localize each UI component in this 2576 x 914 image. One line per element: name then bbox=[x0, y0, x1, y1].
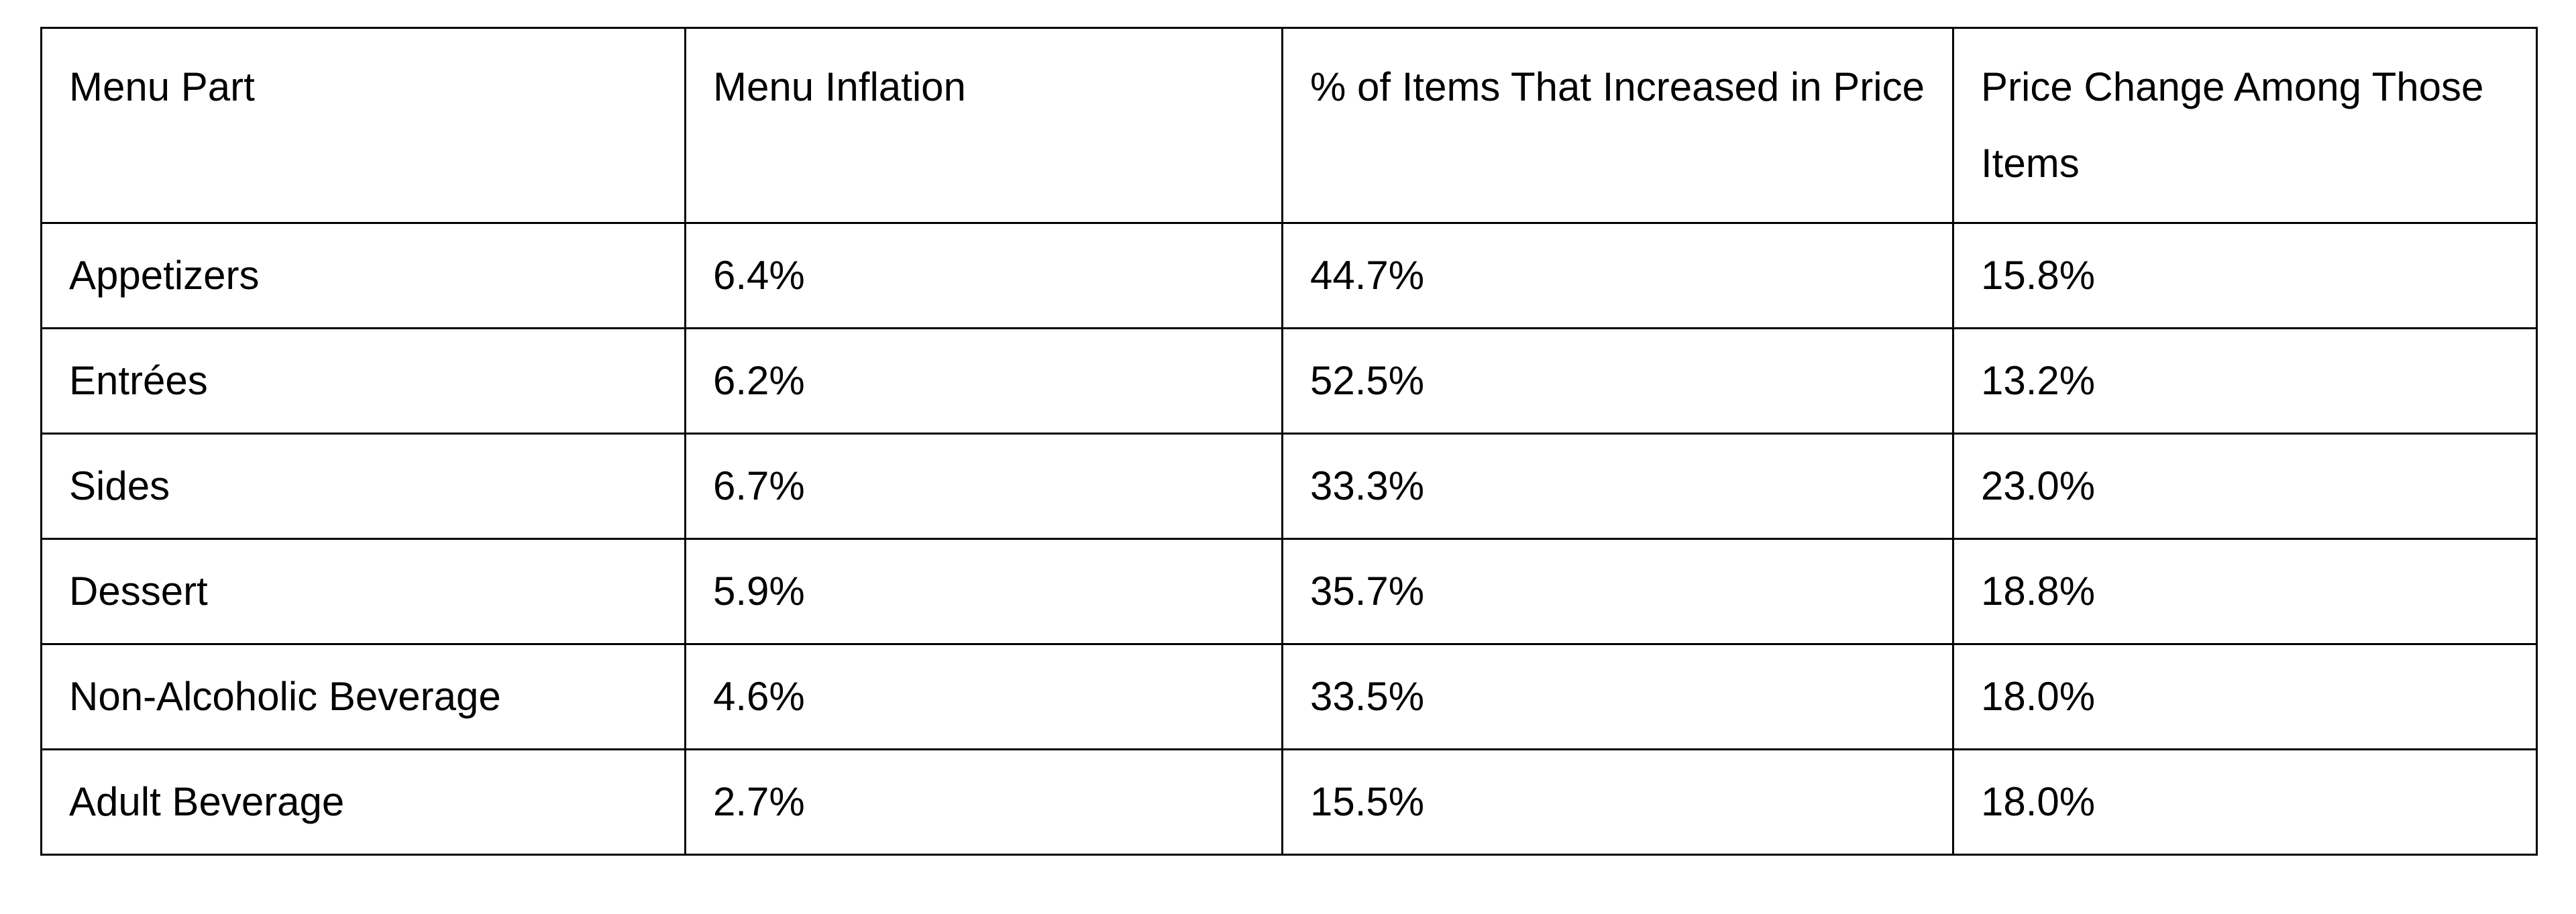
cell-menu-inflation: 6.7% bbox=[686, 434, 1283, 539]
cell-pct-increased: 35.7% bbox=[1283, 539, 1953, 644]
cell-price-change: 18.8% bbox=[1953, 539, 2537, 644]
table-header-row: Menu Part Menu Inflation % of Items That… bbox=[42, 28, 2537, 223]
cell-pct-increased: 52.5% bbox=[1283, 329, 1953, 434]
cell-menu-inflation: 6.2% bbox=[686, 329, 1283, 434]
col-header-pct-increased: % of Items That Increased in Price bbox=[1283, 28, 1953, 223]
cell-menu-part: Adult Beverage bbox=[42, 750, 686, 855]
table-row: Dessert 5.9% 35.7% 18.8% bbox=[42, 539, 2537, 644]
cell-menu-part: Entrées bbox=[42, 329, 686, 434]
cell-pct-increased: 44.7% bbox=[1283, 223, 1953, 329]
cell-menu-part: Sides bbox=[42, 434, 686, 539]
cell-price-change: 13.2% bbox=[1953, 329, 2537, 434]
table-body: Appetizers 6.4% 44.7% 15.8% Entrées 6.2%… bbox=[42, 223, 2537, 855]
cell-price-change: 18.0% bbox=[1953, 750, 2537, 855]
col-header-menu-part: Menu Part bbox=[42, 28, 686, 223]
menu-inflation-table: Menu Part Menu Inflation % of Items That… bbox=[40, 27, 2538, 856]
table-row: Sides 6.7% 33.3% 23.0% bbox=[42, 434, 2537, 539]
table-row: Appetizers 6.4% 44.7% 15.8% bbox=[42, 223, 2537, 329]
page: Menu Part Menu Inflation % of Items That… bbox=[0, 0, 2576, 914]
cell-menu-inflation: 6.4% bbox=[686, 223, 1283, 329]
col-header-price-change: Price Change Among Those Items bbox=[1953, 28, 2537, 223]
cell-price-change: 23.0% bbox=[1953, 434, 2537, 539]
cell-menu-part: Appetizers bbox=[42, 223, 686, 329]
table-row: Adult Beverage 2.7% 15.5% 18.0% bbox=[42, 750, 2537, 855]
cell-price-change: 18.0% bbox=[1953, 644, 2537, 750]
cell-menu-inflation: 5.9% bbox=[686, 539, 1283, 644]
cell-price-change: 15.8% bbox=[1953, 223, 2537, 329]
col-header-menu-inflation: Menu Inflation bbox=[686, 28, 1283, 223]
cell-menu-part: Dessert bbox=[42, 539, 686, 644]
table-row: Non-Alcoholic Beverage 4.6% 33.5% 18.0% bbox=[42, 644, 2537, 750]
cell-pct-increased: 15.5% bbox=[1283, 750, 1953, 855]
cell-menu-inflation: 4.6% bbox=[686, 644, 1283, 750]
cell-menu-part: Non-Alcoholic Beverage bbox=[42, 644, 686, 750]
table-row: Entrées 6.2% 52.5% 13.2% bbox=[42, 329, 2537, 434]
cell-menu-inflation: 2.7% bbox=[686, 750, 1283, 855]
cell-pct-increased: 33.5% bbox=[1283, 644, 1953, 750]
table-header: Menu Part Menu Inflation % of Items That… bbox=[42, 28, 2537, 223]
cell-pct-increased: 33.3% bbox=[1283, 434, 1953, 539]
